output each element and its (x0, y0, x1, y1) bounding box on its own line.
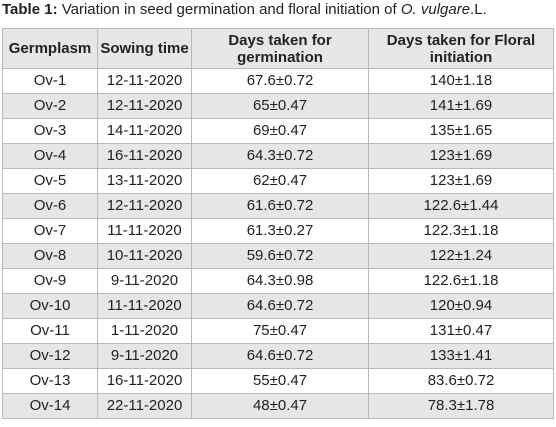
cell-days-germination: 69±0.47 (191, 118, 369, 144)
cell-germplasm: Ov-5 (2, 168, 98, 194)
cell-days-floral: 140±1.18 (368, 68, 554, 94)
cell-sowing-time: 11-11-2020 (97, 293, 192, 319)
cell-germplasm: Ov-6 (2, 193, 98, 219)
table-row: Ov-2 12-11-2020 65±0.47 141±1.69 (2, 93, 554, 119)
cell-days-floral: 135±1.65 (368, 118, 554, 144)
table-row: Ov-4 16-11-2020 64.3±0.72 123±1.69 (2, 143, 554, 169)
table-row: Ov-12 9-11-2020 64.6±0.72 133±1.41 (2, 343, 554, 369)
cell-days-germination: 67.6±0.72 (191, 68, 369, 94)
table-row: Ov-7 11-11-2020 61.3±0.27 122.3±1.18 (2, 218, 554, 244)
caption-suffix: .L. (470, 1, 487, 18)
cell-days-germination: 61.6±0.72 (191, 193, 369, 219)
table-row: Ov-8 10-11-2020 59.6±0.72 122±1.24 (2, 243, 554, 269)
caption-label: Table 1: (2, 1, 58, 18)
cell-days-germination: 75±0.47 (191, 318, 369, 344)
cell-days-floral: 131±0.47 (368, 318, 554, 344)
table-row: Ov-11 1-11-2020 75±0.47 131±0.47 (2, 318, 554, 344)
cell-sowing-time: 16-11-2020 (97, 368, 192, 394)
cell-days-germination: 62±0.47 (191, 168, 369, 194)
caption-species: O. vulgare (400, 1, 471, 18)
cell-days-germination: 65±0.47 (191, 93, 369, 119)
cell-days-floral: 122±1.24 (368, 243, 554, 269)
cell-sowing-time: 12-11-2020 (97, 193, 192, 219)
cell-germplasm: Ov-4 (2, 143, 98, 169)
cell-germplasm: Ov-10 (2, 293, 98, 319)
header-sowing-time: Sowing time (97, 28, 192, 69)
cell-germplasm: Ov-3 (2, 118, 98, 144)
table-row: Ov-5 13-11-2020 62±0.47 123±1.69 (2, 168, 554, 194)
cell-sowing-time: 12-11-2020 (97, 93, 192, 119)
table-row: Ov-13 16-11-2020 55±0.47 83.6±0.72 (2, 368, 554, 394)
cell-germplasm: Ov-2 (2, 93, 98, 119)
table-caption: Table 1: Variation in seed germination a… (2, 1, 487, 19)
header-germplasm: Germplasm (2, 28, 98, 69)
cell-germplasm: Ov-7 (2, 218, 98, 244)
cell-sowing-time: 9-11-2020 (97, 268, 192, 294)
table-row: Ov-14 22-11-2020 48±0.47 78.3±1.78 (2, 393, 554, 419)
cell-sowing-time: 9-11-2020 (97, 343, 192, 369)
cell-germplasm: Ov-11 (2, 318, 98, 344)
cell-sowing-time: 13-11-2020 (97, 168, 192, 194)
cell-days-germination: 61.3±0.27 (191, 218, 369, 244)
cell-days-germination: 59.6±0.72 (191, 243, 369, 269)
table-header-row: Germplasm Sowing time Days taken for ger… (2, 28, 554, 69)
cell-sowing-time: 22-11-2020 (97, 393, 192, 419)
cell-days-floral: 141±1.69 (368, 93, 554, 119)
cell-sowing-time: 12-11-2020 (97, 68, 192, 94)
cell-germplasm: Ov-14 (2, 393, 98, 419)
cell-germplasm: Ov-8 (2, 243, 98, 269)
cell-days-floral: 123±1.69 (368, 143, 554, 169)
cell-days-floral: 122.6±1.44 (368, 193, 554, 219)
cell-days-floral: 122.6±1.18 (368, 268, 554, 294)
cell-days-floral: 120±0.94 (368, 293, 554, 319)
table-row: Ov-10 11-11-2020 64.6±0.72 120±0.94 (2, 293, 554, 319)
cell-days-germination: 64.3±0.98 (191, 268, 369, 294)
cell-germplasm: Ov-1 (2, 68, 98, 94)
cell-sowing-time: 11-11-2020 (97, 218, 192, 244)
cell-days-germination: 48±0.47 (191, 393, 369, 419)
cell-days-germination: 64.3±0.72 (191, 143, 369, 169)
cell-germplasm: Ov-13 (2, 368, 98, 394)
cell-sowing-time: 10-11-2020 (97, 243, 192, 269)
cell-sowing-time: 16-11-2020 (97, 143, 192, 169)
cell-days-floral: 122.3±1.18 (368, 218, 554, 244)
germination-table: Germplasm Sowing time Days taken for ger… (2, 28, 554, 419)
cell-germplasm: Ov-9 (2, 268, 98, 294)
cell-sowing-time: 1-11-2020 (97, 318, 192, 344)
cell-days-germination: 64.6±0.72 (191, 293, 369, 319)
cell-days-floral: 133±1.41 (368, 343, 554, 369)
cell-days-germination: 55±0.47 (191, 368, 369, 394)
table-body: Ov-1 12-11-2020 67.6±0.72 140±1.18 Ov-2 12-11… (2, 68, 554, 419)
table-row: Ov-9 9-11-2020 64.3±0.98 122.6±1.18 (2, 268, 554, 294)
table-row: Ov-3 14-11-2020 69±0.47 135±1.65 (2, 118, 554, 144)
cell-days-floral: 83.6±0.72 (368, 368, 554, 394)
cell-sowing-time: 14-11-2020 (97, 118, 192, 144)
cell-days-floral: 78.3±1.78 (368, 393, 554, 419)
header-days-germination: Days taken for germination (191, 28, 369, 69)
table-row: Ov-1 12-11-2020 67.6±0.72 140±1.18 (2, 68, 554, 94)
cell-days-germination: 64.6±0.72 (191, 343, 369, 369)
cell-germplasm: Ov-12 (2, 343, 98, 369)
caption-text: Variation in seed germination and floral… (57, 1, 401, 18)
cell-days-floral: 123±1.69 (368, 168, 554, 194)
table-row: Ov-6 12-11-2020 61.6±0.72 122.6±1.44 (2, 193, 554, 219)
header-days-floral: Days taken for Floral initiation (368, 28, 554, 69)
